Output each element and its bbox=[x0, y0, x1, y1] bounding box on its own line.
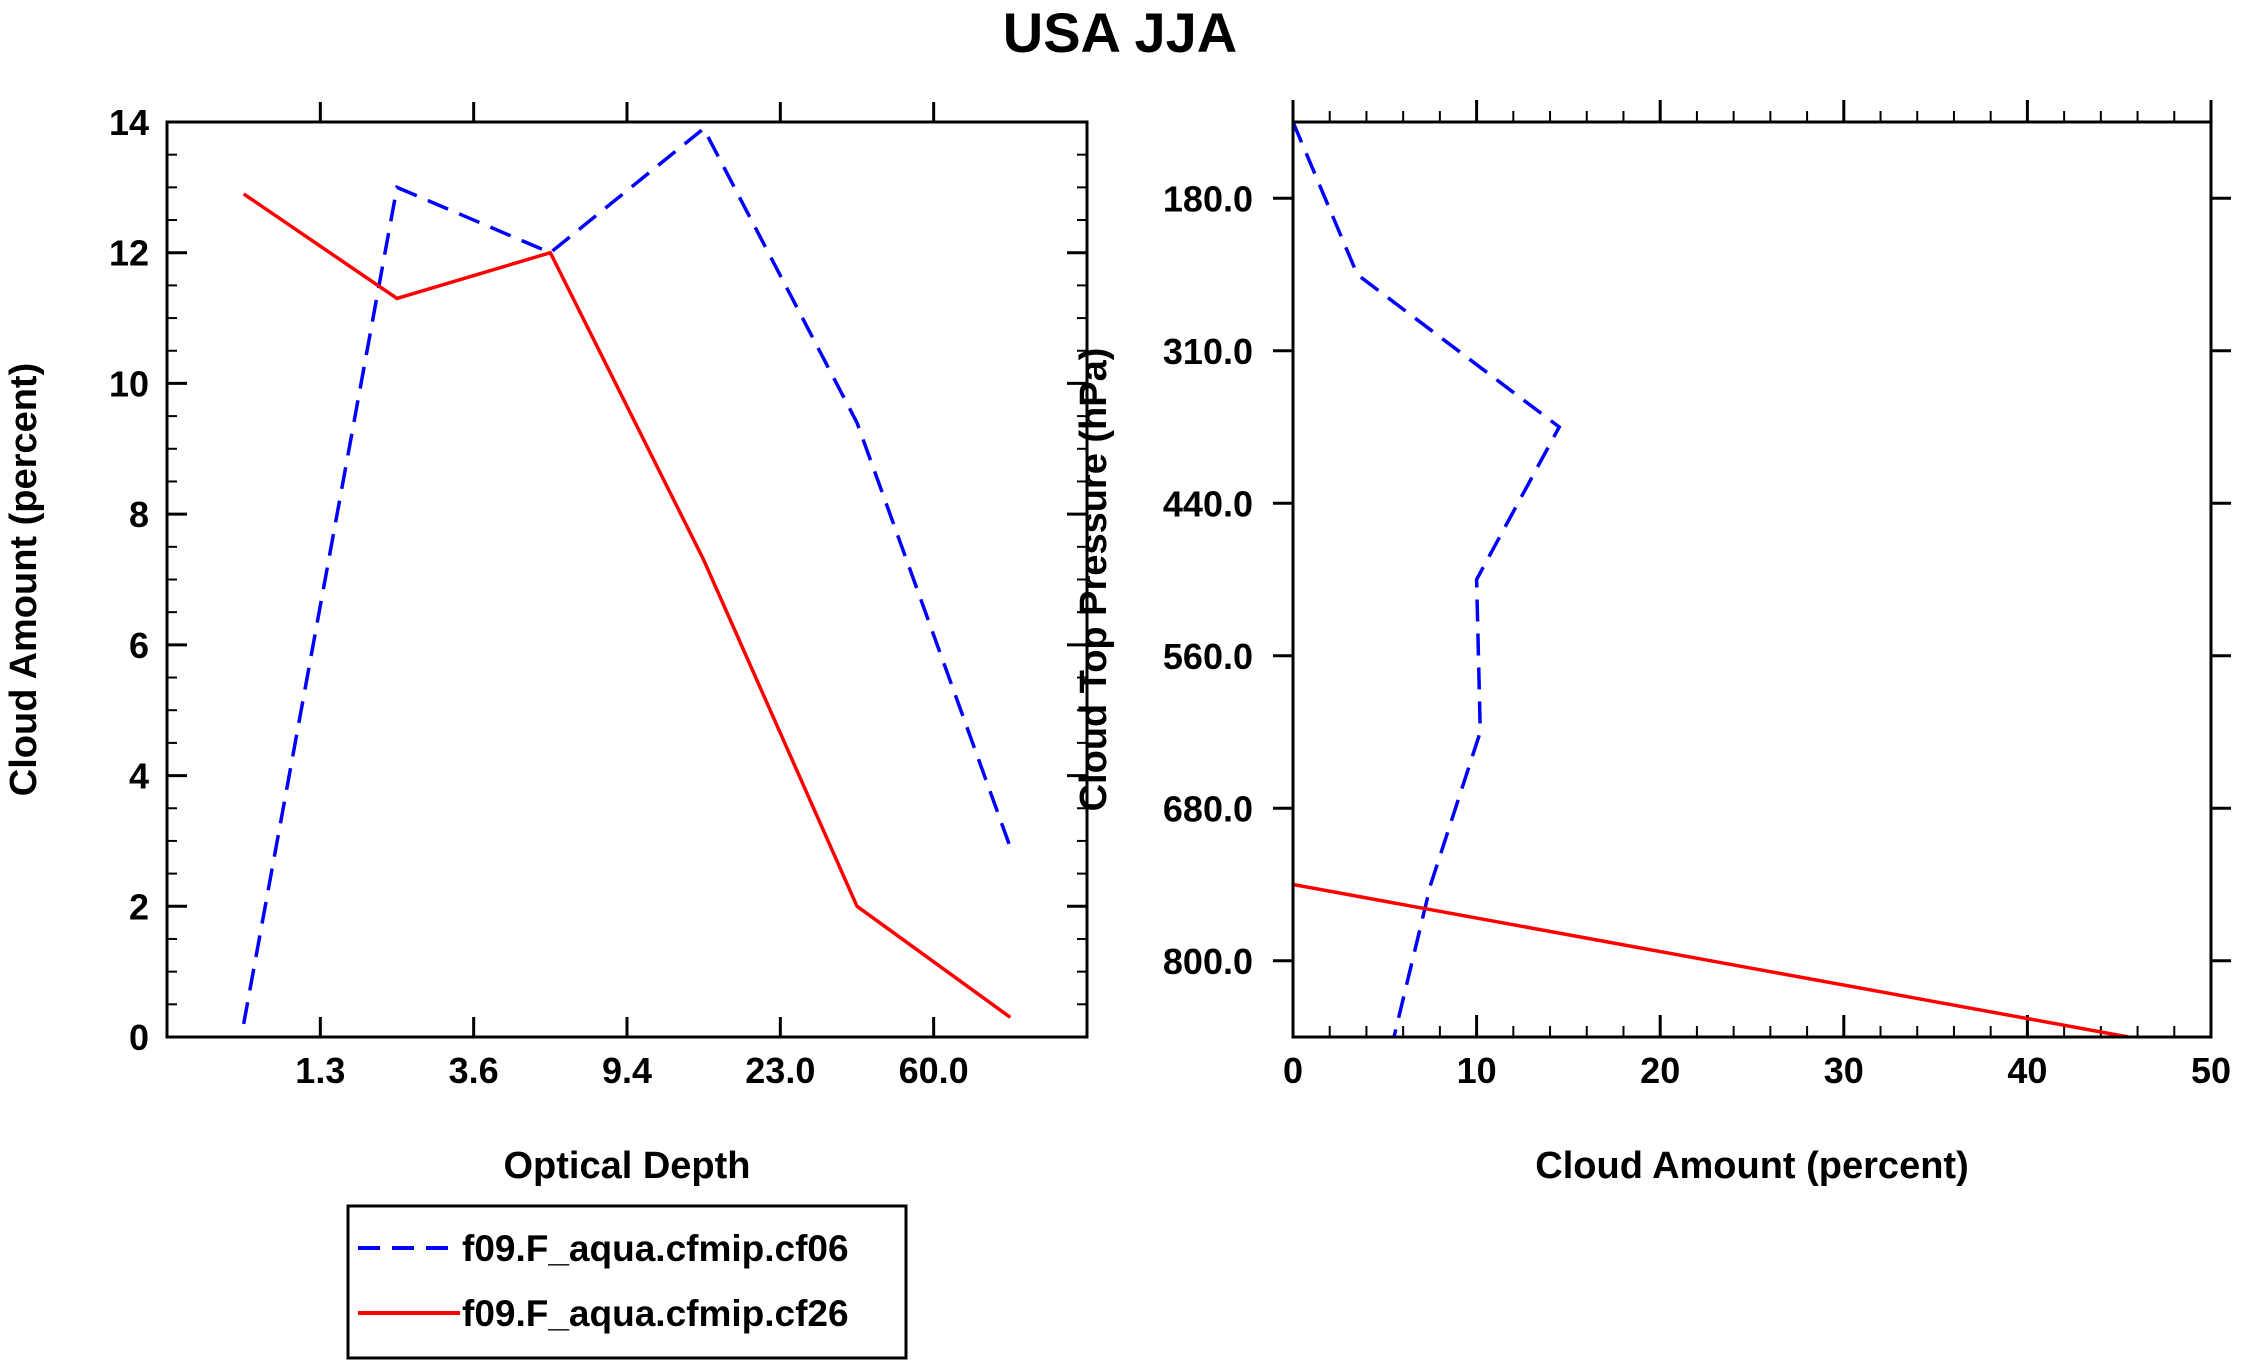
left-panel-frame bbox=[165, 120, 1089, 1039]
chart-title: USA JJA bbox=[1003, 1, 1237, 64]
right-panel-tick-labels: 0 10 20 30 40 50 180.0 310.0 440.0 560.0 680.0 800.… bbox=[1163, 178, 2231, 1091]
right-panel-cloud-top-pressure: 0 10 20 30 40 50 180.0 310.0 440.0 560.0 680.0 800.… bbox=[1073, 100, 2231, 1187]
right-x-tick-label: 10 bbox=[1457, 1050, 1497, 1091]
left-y-tick-label: 2 bbox=[129, 886, 149, 927]
left-x-tick-label: 1.3 bbox=[295, 1050, 345, 1091]
left-panel-series bbox=[241, 125, 1012, 1025]
left-x-tick-label: 9.4 bbox=[602, 1050, 652, 1091]
right-y-tick-label: 680.0 bbox=[1163, 788, 1253, 829]
legend-label-cf06: f09.F_aqua.cfmip.cf06 bbox=[462, 1228, 849, 1269]
right-panel-frame bbox=[1291, 120, 2213, 1039]
right-y-tick-label: 440.0 bbox=[1163, 483, 1253, 524]
left-y-tick-label: 0 bbox=[129, 1017, 149, 1058]
left-x-tick-label: 3.6 bbox=[449, 1050, 499, 1091]
left-x-tick-label: 60.0 bbox=[899, 1050, 969, 1091]
left-y-tick-label: 4 bbox=[129, 756, 149, 797]
right-series-line-cf06 bbox=[1291, 121, 1562, 1038]
right-y-tick-label: 560.0 bbox=[1163, 636, 1253, 677]
legend: f09.F_aqua.cfmip.cf06 f09.F_aqua.cfmip.c… bbox=[346, 1204, 908, 1360]
left-x-tick-label: 23.0 bbox=[745, 1050, 815, 1091]
left-y-tick-label: 10 bbox=[109, 363, 149, 404]
left-panel-optical-depth: 0 2 4 6 8 10 12 14 1.3 3.6 9.4 23.0 60.0 Optical Dep… bbox=[3, 102, 1089, 1187]
left-series-line-cf26 bbox=[242, 192, 1012, 1019]
left-y-tick-label: 12 bbox=[109, 233, 149, 274]
right-panel-x-axis-label: Cloud Amount (percent) bbox=[1535, 1145, 1968, 1187]
right-y-tick-label: 310.0 bbox=[1163, 331, 1253, 372]
legend-box bbox=[346, 1204, 908, 1360]
legend-label-cf26: f09.F_aqua.cfmip.cf26 bbox=[462, 1293, 849, 1334]
left-y-tick-label: 14 bbox=[109, 102, 149, 143]
right-y-tick-label: 800.0 bbox=[1163, 941, 1253, 982]
left-panel-y-axis-label: Cloud Amount (percent) bbox=[3, 363, 45, 796]
right-x-tick-label: 20 bbox=[1640, 1050, 1680, 1091]
right-series-line-cf26 bbox=[1292, 882, 2129, 1039]
left-y-tick-label: 8 bbox=[129, 494, 149, 535]
left-series-line-cf06 bbox=[241, 125, 1012, 1025]
right-x-tick-label: 50 bbox=[2191, 1050, 2231, 1091]
left-y-tick-label: 6 bbox=[129, 625, 149, 666]
right-x-tick-label: 40 bbox=[2007, 1050, 2047, 1091]
left-panel-x-axis-label: Optical Depth bbox=[503, 1145, 750, 1187]
right-panel-ticks bbox=[1273, 100, 2231, 1037]
right-y-tick-label: 180.0 bbox=[1163, 178, 1253, 219]
right-x-tick-label: 0 bbox=[1283, 1050, 1303, 1091]
right-panel-series bbox=[1291, 121, 2129, 1039]
left-panel-tick-labels: 0 2 4 6 8 10 12 14 1.3 3.6 9.4 23.0 60.0 bbox=[109, 102, 969, 1091]
right-x-tick-label: 30 bbox=[1824, 1050, 1864, 1091]
right-panel-y-axis-label: Cloud Top Pressure (hPa) bbox=[1073, 348, 1115, 812]
left-panel-ticks bbox=[167, 102, 1087, 1039]
